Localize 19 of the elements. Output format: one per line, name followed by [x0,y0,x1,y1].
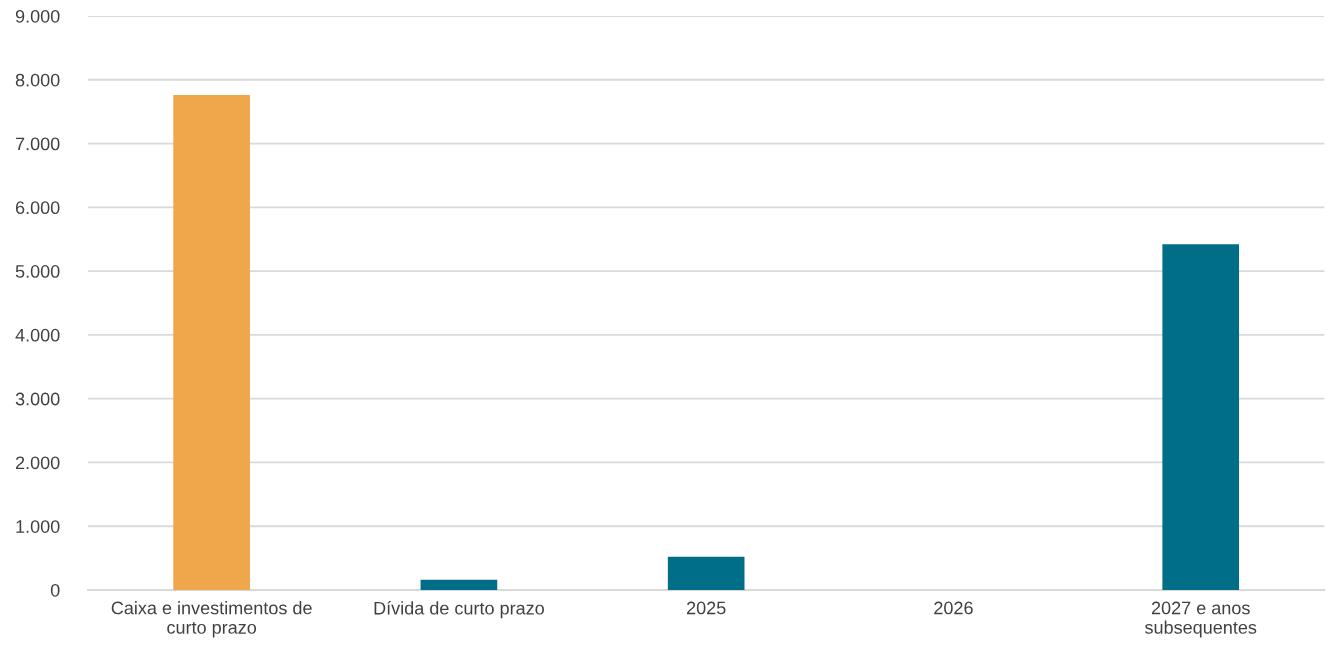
y-tick-label: 7.000 [15,137,60,151]
y-tick-label: 3.000 [15,392,60,406]
x-tick-label: Caixa e investimentos de curto prazo [111,601,312,638]
x-tick-label: Dívida de curto prazo [374,601,544,619]
y-tick-label: 0 [50,583,60,597]
bar [1162,244,1240,590]
x-tick-label: 2025 [687,601,726,615]
x-tick-label: 2026 [934,601,973,615]
y-tick-label: 1.000 [16,520,60,533]
bar [173,95,250,590]
x-tick-label: 2027 e anos subsequentes [1145,601,1257,638]
y-tick-label: 6.000 [15,201,60,215]
bar [420,579,498,590]
bar [667,556,745,590]
y-tick-label: 8.000 [15,73,60,87]
y-tick-label: 9.000 [15,9,60,23]
y-tick-label: 5.000 [15,265,60,278]
y-tick-label: 4.000 [15,328,60,342]
y-tick-label: 2.000 [15,456,60,470]
